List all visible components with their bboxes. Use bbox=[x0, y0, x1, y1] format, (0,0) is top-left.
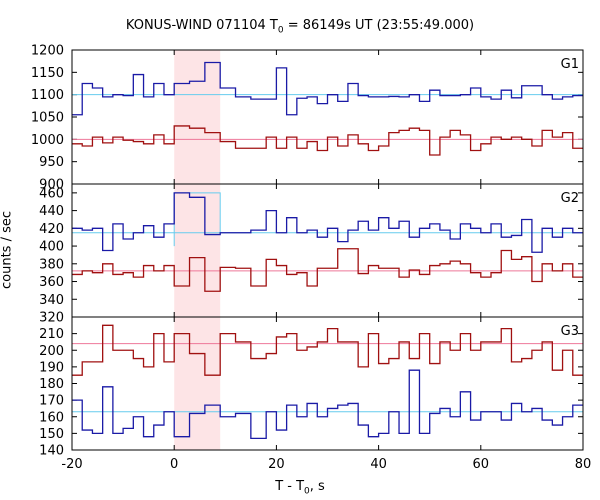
x-tick-label: 60 bbox=[473, 457, 490, 472]
g2-y-tick-label: 340 bbox=[39, 293, 64, 308]
g3-y-tick-label: 140 bbox=[39, 444, 64, 459]
x-tick-label: 40 bbox=[370, 457, 387, 472]
g1-y-tick-label: 1150 bbox=[31, 66, 64, 81]
g2-panel-label: G2 bbox=[561, 191, 579, 206]
g2-y-tick-label: 420 bbox=[39, 222, 64, 237]
highlight-region bbox=[174, 50, 221, 450]
g2-y-tick-label: 400 bbox=[39, 240, 64, 255]
chart-title: KONUS-WIND 071104 T0 = 86149s UT (23:55:… bbox=[125, 18, 475, 36]
g3-frame bbox=[71, 316, 584, 451]
g3-y-tick-label: 170 bbox=[39, 394, 64, 409]
g1-y-tick-label: 900 bbox=[39, 178, 64, 193]
x-tick-label: -20 bbox=[61, 457, 82, 472]
g1-blue-series bbox=[72, 61, 583, 116]
g1-panel-label: G1 bbox=[561, 57, 579, 72]
g2-y-tick-label: 380 bbox=[39, 257, 64, 272]
g2-y-tick-label: 320 bbox=[39, 311, 64, 326]
g1-y-tick-label: 1000 bbox=[31, 133, 64, 148]
g2-red-series bbox=[72, 248, 583, 292]
x-tick-label: 80 bbox=[575, 457, 592, 472]
g2-y-tick-label: 460 bbox=[39, 186, 64, 201]
g1-y-tick-label: 950 bbox=[39, 155, 64, 170]
g3-y-tick-label: 180 bbox=[39, 377, 64, 392]
g1-y-tick-label: 1200 bbox=[31, 44, 64, 59]
g3-y-tick-label: 150 bbox=[39, 427, 64, 442]
g3-panel-label: G3 bbox=[561, 324, 579, 339]
g3-y-tick-label: 160 bbox=[39, 410, 64, 425]
g1-red-series bbox=[72, 125, 583, 156]
g3-y-tick-label: 200 bbox=[39, 344, 64, 359]
g3-y-tick-label: 210 bbox=[39, 327, 64, 342]
x-tick-label: 20 bbox=[268, 457, 285, 472]
g2-blue-series bbox=[72, 192, 583, 253]
g1-y-tick-label: 1050 bbox=[31, 111, 64, 126]
g2-y-tick-label: 360 bbox=[39, 275, 64, 290]
g1-y-tick-label: 1100 bbox=[31, 88, 64, 103]
g3-red-series bbox=[72, 324, 583, 376]
g1-frame bbox=[71, 49, 584, 185]
g3-blue-series bbox=[72, 369, 583, 440]
x-axis-label: T - T0, s bbox=[275, 479, 325, 497]
g3-y-tick-label: 190 bbox=[39, 360, 64, 375]
g2-y-tick-label: 440 bbox=[39, 204, 64, 219]
x-tick-label: 0 bbox=[170, 457, 178, 472]
